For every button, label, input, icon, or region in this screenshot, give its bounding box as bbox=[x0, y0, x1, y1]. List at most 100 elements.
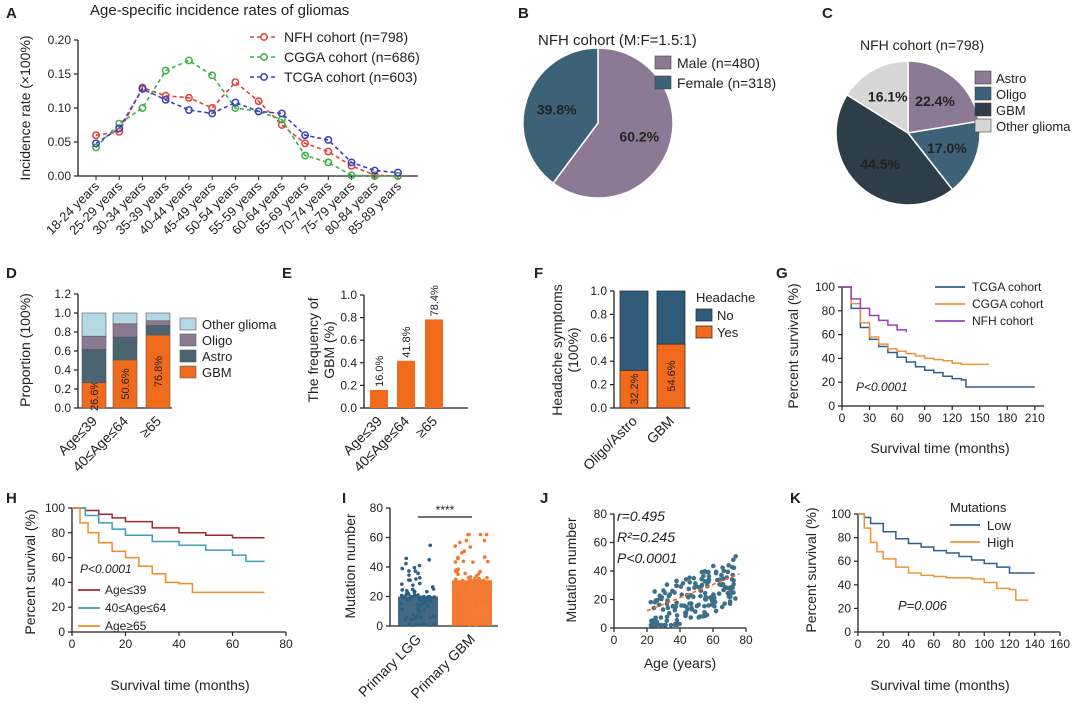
chart-d-ytick-label: 0.6 bbox=[54, 344, 71, 358]
chart-i-ytick-label: 60 bbox=[370, 531, 384, 545]
chart-i-point bbox=[407, 622, 411, 627]
chart-i-point bbox=[411, 612, 415, 617]
chart-j-point bbox=[679, 603, 684, 608]
chart-i-point bbox=[421, 597, 426, 601]
chart-a-legend-label: NFH cohort (n=798) bbox=[284, 29, 408, 45]
chart-k-xtick-label: 0 bbox=[855, 637, 862, 651]
chart-d-data-label: 50.6% bbox=[120, 368, 132, 399]
chart-i-point bbox=[426, 595, 430, 599]
chart-a-point-tcga bbox=[138, 85, 147, 93]
chart-k-curve-low bbox=[858, 513, 1035, 574]
chart-d-bar-astro bbox=[112, 336, 138, 361]
chart-f-bar-no bbox=[619, 290, 649, 371]
chart-i-ytick-label: 40 bbox=[370, 560, 384, 574]
chart-j-point bbox=[652, 599, 658, 605]
chart-j-point bbox=[726, 563, 731, 568]
chart-f-bar-yes bbox=[656, 343, 686, 409]
chart-i-point bbox=[409, 618, 414, 622]
chart-i-point bbox=[468, 578, 473, 583]
chart-h-curve-0 bbox=[72, 507, 265, 539]
chart-i-point bbox=[484, 597, 489, 602]
chart-j-point bbox=[654, 622, 659, 628]
chart-a-point-cgga bbox=[231, 104, 240, 112]
chart-j-point bbox=[711, 592, 716, 598]
chart-j-point bbox=[725, 569, 731, 575]
chart-a-point-tcga bbox=[277, 109, 286, 118]
chart-k-annotation: P=0.006 bbox=[898, 598, 948, 613]
chart-h-ytick-label: 0 bbox=[58, 625, 65, 639]
chart-j-point bbox=[730, 585, 735, 590]
chart-j-point bbox=[683, 577, 689, 582]
chart-h-xtick-label: 40 bbox=[172, 637, 186, 651]
chart-i-point bbox=[401, 595, 405, 599]
chart-j-point bbox=[727, 599, 733, 604]
chart-h-curve-2 bbox=[72, 507, 265, 594]
chart-j-fit-line bbox=[646, 573, 740, 612]
chart-j-stat-p: P<0.0001 bbox=[617, 550, 677, 566]
chart-a-ytick-label: 0.00 bbox=[48, 169, 72, 183]
chart-i-point bbox=[456, 590, 460, 595]
chart-j-point bbox=[674, 578, 679, 584]
chart-g-xtick-label: 180 bbox=[997, 411, 1017, 425]
chart-a-legend-marker bbox=[260, 33, 268, 41]
chart-j-point bbox=[689, 605, 694, 611]
chart-j-ytick-label: 60 bbox=[594, 536, 608, 550]
chart-j-point bbox=[733, 554, 738, 559]
chart-i-point bbox=[482, 555, 487, 559]
chart-i-point bbox=[458, 540, 462, 545]
chart-i-point bbox=[480, 599, 485, 604]
chart-j-ytick-label: 40 bbox=[594, 564, 608, 578]
chart-f-ytick-label: 0.6 bbox=[590, 331, 607, 345]
chart-e-ytick-label: 0.8 bbox=[340, 311, 357, 325]
chart-i-point bbox=[453, 577, 458, 582]
chart-i-point bbox=[414, 577, 418, 581]
chart-j-point bbox=[696, 602, 701, 608]
chart-a-point-tcga bbox=[231, 98, 240, 107]
chart-i-point bbox=[462, 614, 467, 618]
chart-i-point bbox=[474, 605, 479, 609]
chart-i-point bbox=[483, 581, 488, 585]
chart-i-point bbox=[419, 622, 423, 627]
chart-i-point bbox=[405, 598, 410, 602]
chart-h-ytick-label: 60 bbox=[52, 551, 66, 565]
chart-f-data-label: 54.6% bbox=[666, 360, 678, 391]
chart-e-bar bbox=[425, 319, 443, 408]
chart-e-ytick-label: 0.4 bbox=[340, 356, 357, 370]
chart-j-point bbox=[652, 589, 657, 594]
chart-e-data-label: 16.0% bbox=[374, 356, 386, 387]
chart-h-legend-label: Age≥65 bbox=[105, 619, 147, 633]
chart-i-point bbox=[468, 545, 473, 549]
chart-a-point-tcga bbox=[184, 106, 193, 114]
chart-i-point bbox=[453, 560, 458, 564]
chart-j-point bbox=[664, 618, 670, 624]
chart-i-point bbox=[469, 592, 473, 596]
chart-i-point bbox=[473, 600, 478, 604]
chart-a-point-nfh bbox=[208, 104, 217, 112]
chart-k-xtick-label: 120 bbox=[999, 637, 1019, 651]
chart-h-ytick-label: 20 bbox=[52, 600, 66, 614]
chart-j-xtick-label: 20 bbox=[640, 633, 654, 647]
chart-i-point bbox=[471, 578, 476, 583]
chart-c-slice-label: 22.4% bbox=[915, 93, 955, 109]
chart-g-ytick-label: 40 bbox=[822, 351, 836, 365]
chart-i-point bbox=[460, 550, 464, 555]
chart-i-point bbox=[400, 582, 404, 586]
chart-h-xtick-label: 0 bbox=[69, 637, 76, 651]
chart-c-legend-label: Other glioma bbox=[996, 119, 1071, 134]
chart-c-legend-swatch bbox=[974, 86, 992, 101]
chart-j-point bbox=[688, 593, 694, 598]
chart-i-point bbox=[453, 544, 458, 548]
chart-d-data-label: 26.6% bbox=[89, 380, 101, 411]
chart-i-point bbox=[467, 599, 472, 604]
chart-i-point bbox=[419, 615, 423, 620]
chart-g-ytick-label: 60 bbox=[822, 328, 836, 342]
chart-j-xtick-label: 80 bbox=[739, 633, 753, 647]
chart-a-point-cgga bbox=[161, 66, 170, 75]
chart-i-ytick-label: 20 bbox=[370, 590, 384, 604]
chart-i-point bbox=[478, 532, 483, 537]
chart-i-point bbox=[432, 595, 436, 599]
chart-i-point bbox=[482, 616, 486, 621]
chart-g-legend-label: NFH cohort bbox=[972, 314, 1034, 328]
chart-g-curve-1 bbox=[842, 286, 989, 366]
